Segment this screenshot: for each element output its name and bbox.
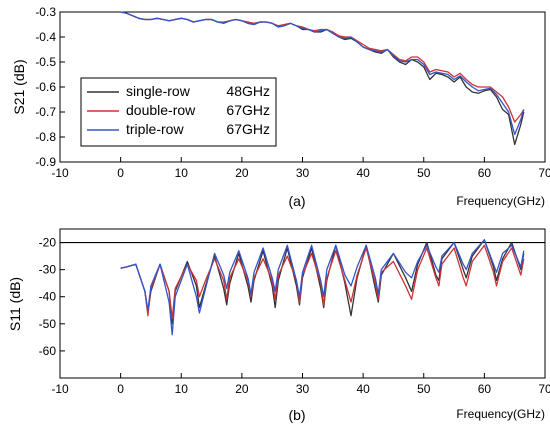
panel-b-x-axis-label: Frequency(GHz) [456,407,545,421]
legend-note-single-row: 48GHz [226,83,270,99]
panel-a-x-tick-label: 20 [235,166,249,180]
panel-a-y-tick-label: -0.9 [35,155,56,169]
panel-b-x-tick-label: 70 [538,382,550,396]
panel-a-x-tick-label: 50 [417,166,431,180]
panel-a-x-tick-label: 30 [296,166,310,180]
panel-b-y-tick-label: -60 [39,344,57,358]
panel-a-x-tick-label: -10 [51,166,69,180]
panel-b-x-tick-label: 40 [356,382,370,396]
legend-note-double-row: 67GHz [226,102,270,118]
panel-b-y-tick-label: -40 [39,290,57,304]
panel-b-y-tick-label: -50 [39,317,57,331]
legend-label-triple-row: triple-row [126,121,184,137]
legend: single-row 48GHz double-row 67GHz triple-row… [80,77,277,147]
legend-frame [80,77,277,147]
panel-b-x-tick-label: 20 [235,382,249,396]
panel-a-y-tick-label: -0.8 [35,130,56,144]
panel-b-y-tick-label: -20 [39,236,57,250]
panel-a-y-tick-label: -0.7 [35,105,56,119]
panel-b-x-tick-label: 10 [175,382,189,396]
panel-b-x-tick-label: -10 [51,382,69,396]
panel-b-x-tick-label: 0 [117,382,124,396]
panel-a-x-tick-label: 70 [538,166,550,180]
panel-a-x-tick-label: 60 [478,166,492,180]
panel-a-axes: -10 0 10 20 30 40 50 60 70 -0.3 -0.4 -0.5 -0.6 -0.7 -0… [35,5,550,180]
panel-a-series-triple-row [120,11,525,136]
panel-a-y-tick-label: -0.3 [35,5,56,19]
panel-b-axes: -10 0 10 20 30 40 50 60 70 -20 -30 -40 -50 -60 [39,236,550,396]
panel-b-label: (b) [288,407,305,423]
panel-a-series [120,11,525,146]
legend-items: single-row 48GHz double-row 67GHz triple-row… [87,83,270,137]
panel-a-y-tick-label: -0.6 [35,80,56,94]
legend-label-single-row: single-row [126,83,191,99]
panel-b-x-tick-label: 50 [417,382,431,396]
panel-a: -10 0 10 20 30 40 50 60 70 -0.3 -0.4 -0.5 -0.6 -0.7 -0… [11,5,550,209]
panel-a-y-tick-label: -0.5 [35,55,56,69]
s21-axis-label: S21 (dB) [11,59,27,114]
panel-b: -10 0 10 20 30 40 50 60 70 -20 -30 -40 -50 -60 S11 (d… [7,228,550,423]
panel-a-label: (a) [288,193,305,209]
panel-b-x-tick-label: 30 [296,382,310,396]
panel-a-x-axis-label: Frequency(GHz) [456,194,545,208]
panel-a-x-tick-label: 0 [117,166,124,180]
panel-a-x-tick-label: 40 [356,166,370,180]
panel-a-y-tick-label: -0.4 [35,30,56,44]
legend-note-triple-row: 67GHz [226,121,270,137]
legend-label-double-row: double-row [126,102,196,118]
panel-a-x-tick-label: 10 [175,166,189,180]
panel-b-series [120,239,525,336]
s11-axis-label: S11 (dB) [7,277,23,331]
panel-b-x-tick-label: 60 [478,382,492,396]
panel-b-y-tick-label: -30 [39,263,57,277]
panel-b-series-triple-row [120,239,525,336]
panel-b-frame [59,228,546,379]
